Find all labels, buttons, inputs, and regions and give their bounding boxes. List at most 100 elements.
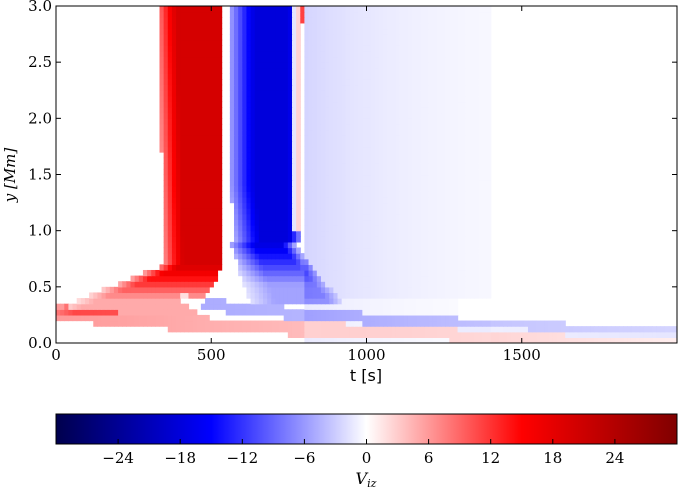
heatmap-cell xyxy=(370,185,376,192)
heatmap-cell xyxy=(428,303,434,310)
heatmap-cell xyxy=(205,118,210,125)
heatmap-cell xyxy=(354,107,359,114)
heatmap-cell xyxy=(486,163,492,170)
heatmap-cell xyxy=(200,56,206,63)
heatmap-cell xyxy=(445,202,450,209)
heatmap-cell xyxy=(358,157,363,164)
heatmap-cell xyxy=(436,241,442,249)
heatmap-cell xyxy=(176,314,181,322)
heatmap-cell xyxy=(383,67,388,74)
heatmap-cell xyxy=(432,129,438,136)
heatmap-cell xyxy=(296,79,301,86)
heatmap-cell xyxy=(184,39,190,46)
heatmap-cell xyxy=(428,67,434,74)
heatmap-cell xyxy=(275,241,281,249)
heatmap-cell xyxy=(416,202,421,209)
heatmap-cell xyxy=(474,196,479,204)
heatmap-cell xyxy=(387,275,392,282)
heatmap-cell xyxy=(196,219,202,226)
heatmap-cell xyxy=(482,281,488,288)
heatmap-cell xyxy=(420,230,426,237)
heatmap-cell xyxy=(267,269,272,277)
heatmap-cell xyxy=(370,258,376,265)
heatmap-cell xyxy=(337,95,343,103)
heatmap-cell xyxy=(300,275,305,282)
heatmap-cell xyxy=(258,191,264,198)
heatmap-cell xyxy=(664,326,670,333)
heatmap-cell xyxy=(205,140,210,148)
heatmap-cell xyxy=(652,331,657,338)
heatmap-cell xyxy=(250,298,256,305)
heatmap-cell xyxy=(453,39,459,46)
heatmap-cell xyxy=(176,11,181,18)
heatmap-cell xyxy=(407,230,413,237)
heatmap-cell xyxy=(217,303,223,310)
heatmap-cell xyxy=(316,180,322,187)
heatmap-cell xyxy=(416,17,421,24)
heatmap-cell xyxy=(358,253,363,260)
heatmap-cell xyxy=(486,258,492,265)
heatmap-cell xyxy=(325,107,330,114)
heatmap-cell xyxy=(453,286,459,294)
heatmap-cell xyxy=(457,45,463,52)
heatmap-cell xyxy=(486,202,492,209)
heatmap-cell xyxy=(171,152,177,159)
heatmap-cell xyxy=(312,39,318,46)
heatmap-cell xyxy=(229,39,235,46)
heatmap-cell xyxy=(432,112,438,119)
heatmap-cell xyxy=(341,225,347,232)
heatmap-cell xyxy=(449,180,455,187)
heatmap-cell xyxy=(184,56,190,63)
heatmap-cell xyxy=(271,298,277,305)
heatmap-cell xyxy=(465,28,471,35)
heatmap-cell xyxy=(275,50,281,58)
heatmap-cell xyxy=(358,34,363,41)
heatmap-cell xyxy=(167,67,173,74)
heatmap-cell xyxy=(312,107,318,114)
heatmap-cell xyxy=(267,50,272,58)
heatmap-cell xyxy=(366,191,372,198)
heatmap-cell xyxy=(329,298,334,305)
heatmap-cell xyxy=(486,320,492,327)
heatmap-cell xyxy=(403,264,409,271)
heatmap-cell xyxy=(374,303,380,310)
heatmap-cell xyxy=(354,225,359,232)
heatmap-cell xyxy=(167,191,173,198)
heatmap-cell xyxy=(362,135,368,142)
heatmap-cell xyxy=(391,326,397,333)
heatmap-cell xyxy=(374,174,380,181)
heatmap-cell xyxy=(374,152,380,159)
heatmap-cell xyxy=(337,73,343,80)
heatmap-cell xyxy=(271,79,277,86)
heatmap-cell xyxy=(544,320,550,327)
heatmap-cell xyxy=(395,157,401,164)
heatmap-cell xyxy=(420,241,426,249)
heatmap-cell xyxy=(279,112,285,119)
heatmap-cell xyxy=(416,118,421,125)
heatmap-cell xyxy=(209,118,214,125)
heatmap-cell xyxy=(449,303,455,310)
heatmap-cell xyxy=(234,208,239,215)
heatmap-cell xyxy=(234,45,239,52)
heatmap-cell xyxy=(159,118,165,125)
heatmap-cell xyxy=(171,196,177,204)
heatmap-cell xyxy=(176,152,181,159)
heatmap-cell xyxy=(395,320,401,327)
heatmap-cell xyxy=(349,298,355,305)
heatmap-cell xyxy=(209,140,214,148)
heatmap-cell xyxy=(478,90,484,97)
heatmap-cell xyxy=(354,11,359,18)
heatmap-cell xyxy=(366,314,372,322)
heatmap-cell xyxy=(304,168,310,176)
heatmap-cell xyxy=(316,219,322,226)
heatmap-cell xyxy=(432,118,438,125)
heatmap-cell xyxy=(312,337,318,343)
heatmap-cell xyxy=(428,168,434,176)
heatmap-cell xyxy=(167,180,173,187)
heatmap-cell xyxy=(176,309,181,316)
heatmap-cell xyxy=(391,28,397,35)
heatmap-cell xyxy=(606,326,612,333)
heatmap-cell xyxy=(461,180,467,187)
heatmap-cell xyxy=(258,11,264,18)
heatmap-cell xyxy=(412,135,417,142)
